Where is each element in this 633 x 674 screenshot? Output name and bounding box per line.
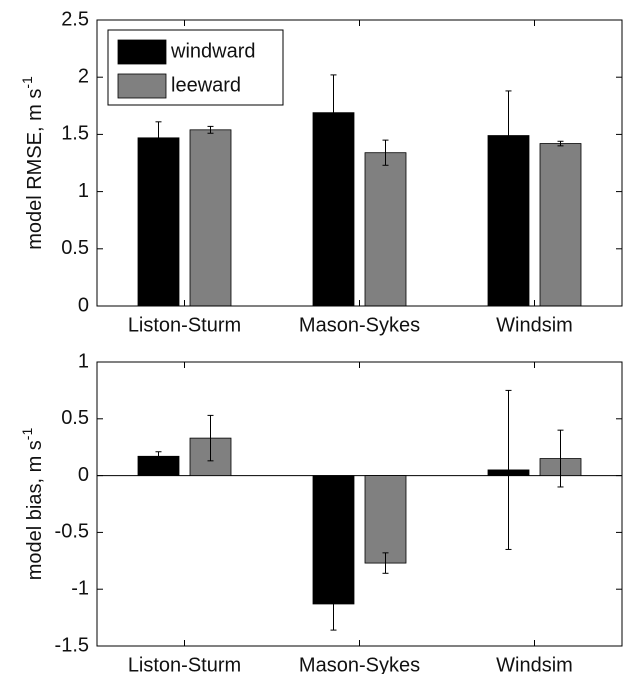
- y-axis-label-superscript: -1: [19, 428, 35, 441]
- bar: [487, 135, 530, 307]
- bar: [189, 129, 232, 307]
- y-tick-label: 0.5: [61, 407, 89, 429]
- error-bar: [382, 139, 389, 166]
- y-axis-label: model RMSE, m s-1: [19, 76, 47, 250]
- y-tick-label: -1.5: [55, 634, 89, 656]
- error-bar: [505, 90, 512, 181]
- error-bar: [330, 74, 337, 151]
- axes-box: [96, 361, 623, 647]
- y-tick-label: 0: [78, 464, 89, 486]
- error-bar: [505, 389, 512, 550]
- legend-swatch: [117, 73, 167, 99]
- error-bar: [330, 577, 337, 631]
- legend-label: windward: [170, 40, 255, 62]
- error-bar: [207, 125, 214, 134]
- y-tick-label: 1: [78, 180, 89, 202]
- y-tick-label: 1: [78, 350, 89, 372]
- y-tick-label: 2.5: [61, 8, 89, 30]
- y-tick-label: -1: [71, 577, 89, 599]
- y-axis-label-text: model bias, m s: [24, 440, 46, 580]
- x-tick-label: Liston-Sturm: [128, 654, 241, 674]
- y-tick-label: -0.5: [55, 521, 89, 543]
- x-tick-label: Mason-Sykes: [299, 314, 420, 336]
- error-bar: [382, 552, 389, 574]
- y-axis-label: model bias, m s-1: [19, 428, 47, 581]
- bar: [539, 143, 582, 307]
- error-bar: [155, 451, 162, 462]
- y-tick-label: 0.5: [61, 237, 89, 259]
- y-axis-label-text: model RMSE, m s: [24, 89, 46, 250]
- bar: [137, 137, 180, 307]
- y-tick-label: 2: [78, 65, 89, 87]
- bar: [364, 475, 407, 564]
- error-bar: [557, 140, 564, 147]
- error-bar: [207, 414, 214, 462]
- bar: [312, 475, 355, 605]
- legend-label: leeward: [171, 74, 241, 96]
- axes-box: [96, 19, 623, 307]
- error-bar: [557, 429, 564, 488]
- bar: [364, 152, 407, 307]
- legend-swatch: [117, 39, 167, 65]
- plot-area: [97, 362, 622, 646]
- x-tick-label: Mason-Sykes: [299, 654, 420, 674]
- x-tick-label: Liston-Sturm: [128, 314, 241, 336]
- x-tick-label: Windsim: [496, 314, 573, 336]
- y-tick-label: 1.5: [61, 123, 89, 145]
- y-axis-label-superscript: -1: [19, 76, 35, 89]
- x-tick-label: Windsim: [496, 654, 573, 674]
- error-bar: [155, 121, 162, 155]
- y-tick-label: 0: [78, 294, 89, 316]
